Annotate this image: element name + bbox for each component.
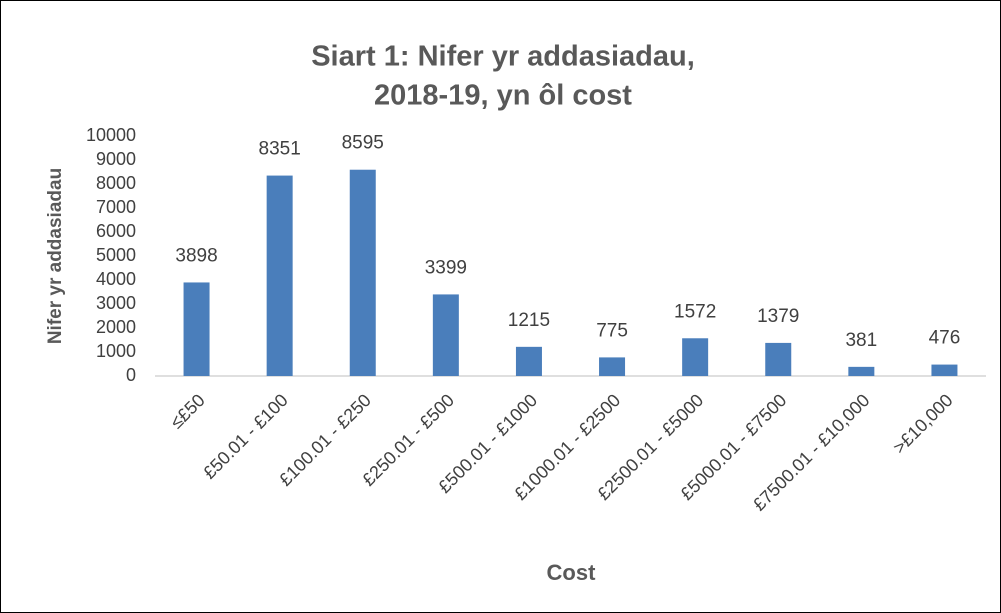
- bar: [515, 346, 542, 376]
- y-tick-label: 0: [126, 365, 136, 385]
- bar: [432, 294, 459, 376]
- data-label: 8351: [259, 139, 301, 160]
- y-tick-label: 8000: [96, 173, 136, 193]
- bar: [183, 282, 210, 376]
- y-tick-label: 4000: [96, 269, 136, 289]
- data-label: 1572: [674, 301, 716, 322]
- y-axis-title: Nifer yr addasiadau: [45, 168, 66, 344]
- y-tick-label: 3000: [96, 293, 136, 313]
- y-tick-label: 5000: [96, 245, 136, 265]
- bar: [931, 364, 958, 376]
- data-label: 381: [845, 330, 877, 351]
- data-label: 1215: [508, 310, 550, 331]
- y-tick-label: 2000: [96, 317, 136, 337]
- bar: [349, 169, 376, 376]
- data-label: 3898: [175, 245, 217, 266]
- data-label: 476: [929, 328, 961, 349]
- bar: [682, 338, 709, 376]
- data-label: 775: [596, 320, 628, 341]
- chart-title: 2018-19, yn ôl cost: [374, 80, 632, 112]
- bar: [266, 175, 293, 376]
- bar: [599, 357, 626, 376]
- y-tick-label: 6000: [96, 221, 136, 241]
- y-tick-label: 10000: [86, 125, 136, 145]
- y-tick-label: 9000: [96, 149, 136, 169]
- chart-title: Siart 1: Nifer yr addasiadau,: [311, 41, 695, 73]
- y-tick-label: 1000: [96, 341, 136, 361]
- y-tick-label: 7000: [96, 197, 136, 217]
- bar: [848, 366, 875, 376]
- data-label: 8595: [342, 133, 384, 154]
- data-label: 1379: [757, 306, 799, 327]
- bar: [765, 342, 792, 376]
- data-label: 3399: [425, 257, 467, 278]
- x-axis-title: Cost: [547, 560, 597, 585]
